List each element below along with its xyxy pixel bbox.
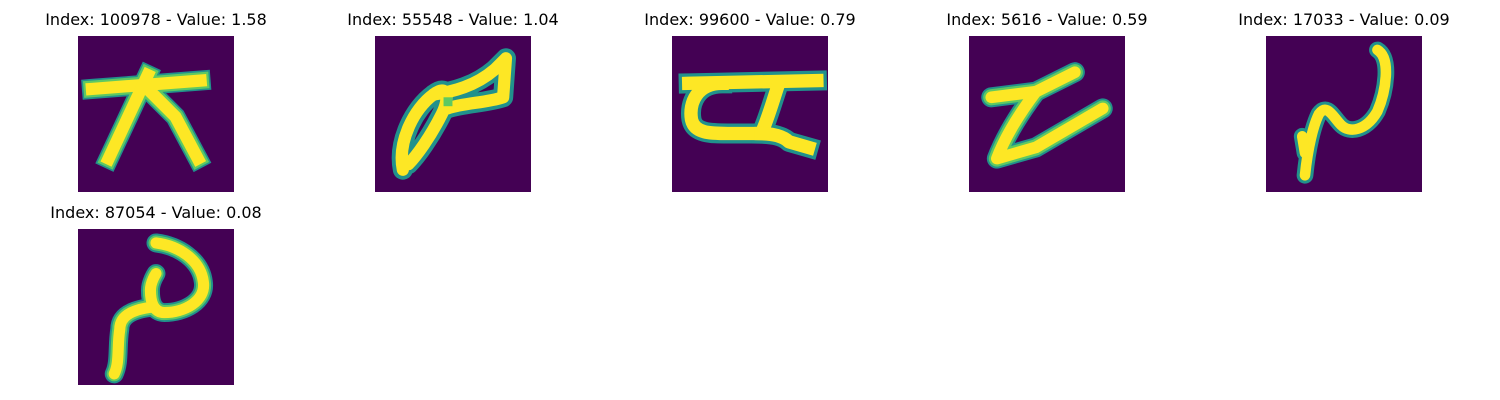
image-panel-6: Index: 87054 - Value: 0.08 bbox=[26, 193, 286, 385]
panel-title: Index: 55548 - Value: 1.04 bbox=[347, 10, 559, 29]
glyph-background bbox=[78, 36, 234, 192]
panel-title: Index: 17033 - Value: 0.09 bbox=[1238, 10, 1450, 29]
handwritten-glyph-image bbox=[1266, 36, 1422, 192]
panel-title: Index: 99600 - Value: 0.79 bbox=[644, 10, 856, 29]
panel-title: Index: 5616 - Value: 0.59 bbox=[946, 10, 1148, 29]
image-panel-1: Index: 100978 - Value: 1.58 bbox=[26, 0, 286, 192]
image-panel-5: Index: 17033 - Value: 0.09 bbox=[1214, 0, 1474, 192]
panel-title: Index: 87054 - Value: 0.08 bbox=[50, 203, 262, 222]
handwritten-glyph-image bbox=[78, 229, 234, 385]
image-panel-3: Index: 99600 - Value: 0.79 bbox=[620, 0, 880, 192]
panel-title: Index: 100978 - Value: 1.58 bbox=[45, 10, 267, 29]
handwritten-glyph-image bbox=[78, 36, 234, 192]
handwritten-glyph-image bbox=[375, 36, 531, 192]
handwritten-glyph-image bbox=[969, 36, 1125, 192]
glyph-background bbox=[1266, 36, 1422, 192]
handwritten-glyph-image bbox=[672, 36, 828, 192]
image-panel-4: Index: 5616 - Value: 0.59 bbox=[917, 0, 1177, 192]
image-panel-2: Index: 55548 - Value: 1.04 bbox=[323, 0, 583, 192]
